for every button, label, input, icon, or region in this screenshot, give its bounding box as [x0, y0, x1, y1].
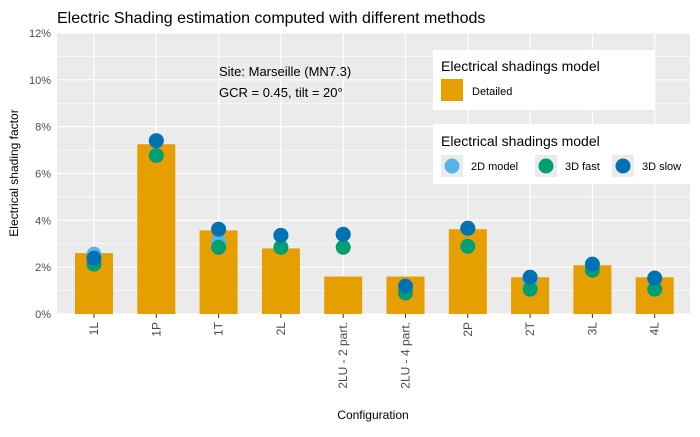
bar-1P: [137, 144, 176, 314]
legend-label: 3D fast: [565, 161, 600, 173]
point-3D-slow: [335, 226, 351, 242]
legend-key-detailed: [441, 79, 463, 101]
y-tick-label: 2%: [35, 262, 51, 274]
point-3D-slow: [398, 278, 413, 294]
point-3D-slow: [273, 227, 289, 243]
point-3D-fast: [335, 239, 351, 255]
point-3D-slow: [647, 270, 663, 286]
bar-2LU - 2 part.: [324, 276, 363, 314]
x-tick-label: 1T: [212, 321, 226, 336]
point-3D-fast: [522, 281, 538, 297]
legend-title: Electrical shadings model: [441, 58, 600, 74]
legend-points: Electrical shadings model 2D model 3D fas…: [433, 124, 695, 184]
chart-title: Electric Shading estimation computed wit…: [57, 10, 485, 27]
point-3D-fast: [148, 147, 164, 163]
annotation-site: Site: Marseille (MN7.3): [219, 64, 351, 79]
point-3D-fast: [273, 239, 289, 255]
legend-label: 2D model: [471, 161, 518, 173]
x-tick-label: 2LU - 2 part.: [336, 322, 350, 389]
x-tick-label: 3L: [585, 322, 599, 336]
legend-key-3D-fast: [538, 158, 554, 174]
point-3D-slow: [584, 256, 600, 272]
x-tick-label: 2T: [523, 321, 537, 336]
x-axis-label: Configuration: [337, 408, 408, 422]
point-3D-fast: [460, 238, 476, 254]
point-3D-slow: [211, 221, 227, 237]
x-tick-label: 2LU - 4 part.: [399, 322, 413, 389]
legend-label: 3D slow: [642, 161, 681, 173]
y-tick-label: 0%: [35, 309, 51, 321]
x-tick-label: 2L: [274, 322, 288, 336]
y-axis-label: Electrical shading factor: [7, 109, 21, 236]
y-tick-label: 6%: [35, 169, 51, 181]
point-3D-slow: [460, 220, 476, 236]
bar-2L: [261, 248, 300, 314]
y-tick-label: 10%: [29, 75, 51, 87]
legend-title: Electrical shadings model: [441, 133, 600, 149]
x-tick-label: 4L: [648, 322, 662, 336]
point-3D-fast: [211, 239, 227, 255]
y-tick-label: 4%: [35, 215, 51, 227]
y-tick-label: 12%: [29, 28, 51, 40]
legend-key-3D-slow: [615, 158, 631, 174]
legend-bars: Electrical shadings model Detailed: [433, 50, 655, 110]
x-tick-label: 1P: [149, 322, 163, 337]
legend-label: Detailed: [472, 86, 512, 98]
point-3D-fast: [647, 281, 663, 297]
x-tick-label: 2P: [461, 322, 475, 337]
point-3D-slow: [86, 250, 102, 266]
point-3D-slow: [148, 133, 164, 149]
x-tick-label: 1L: [87, 322, 101, 336]
legend-key-2D-model: [444, 158, 460, 174]
point-3D-slow: [522, 269, 538, 285]
y-tick-label: 8%: [35, 122, 51, 134]
annotation-gcr: GCR = 0.45, tilt = 20°: [219, 85, 343, 100]
